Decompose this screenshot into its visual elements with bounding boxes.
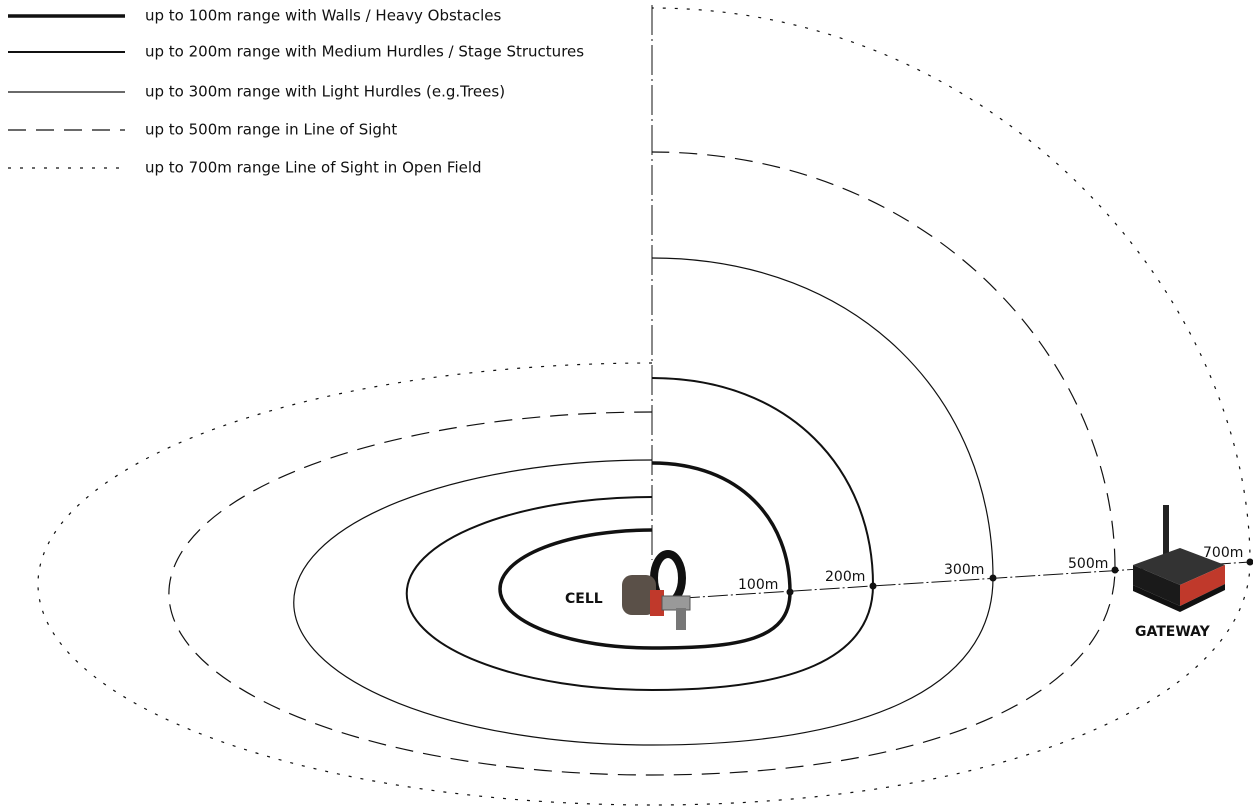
cell-label: CELL (565, 591, 603, 607)
gateway-label: GATEWAY (1135, 624, 1211, 640)
range-point (786, 588, 794, 596)
range-label: 500m (1068, 556, 1108, 572)
legend-label: up to 200m range with Medium Hurdles / S… (145, 43, 584, 61)
legend-label: up to 100m range with Walls / Heavy Obst… (145, 7, 501, 25)
ring-500 (168, 151, 1116, 776)
range-label: 200m (825, 569, 865, 585)
range-point (1111, 566, 1119, 574)
range-label: 100m (738, 577, 778, 593)
legend-label: up to 500m range in Line of Sight (145, 121, 397, 139)
ring-100 (498, 461, 792, 650)
range-label: 700m (1203, 545, 1243, 561)
range-point (1246, 558, 1253, 566)
legend-label: up to 300m range with Light Hurdles (e.g… (145, 83, 505, 101)
range-label: 300m (944, 562, 984, 578)
legend: up to 100m range with Walls / Heavy Obst… (8, 7, 584, 177)
range-point (869, 582, 877, 590)
ring-200 (405, 377, 875, 692)
range-points (786, 558, 1253, 596)
legend-label: up to 700m range Line of Sight in Open F… (145, 159, 482, 177)
ring-300 (293, 257, 994, 746)
cell-device (622, 550, 691, 630)
range-point (989, 574, 997, 582)
gateway-device (1133, 505, 1225, 612)
